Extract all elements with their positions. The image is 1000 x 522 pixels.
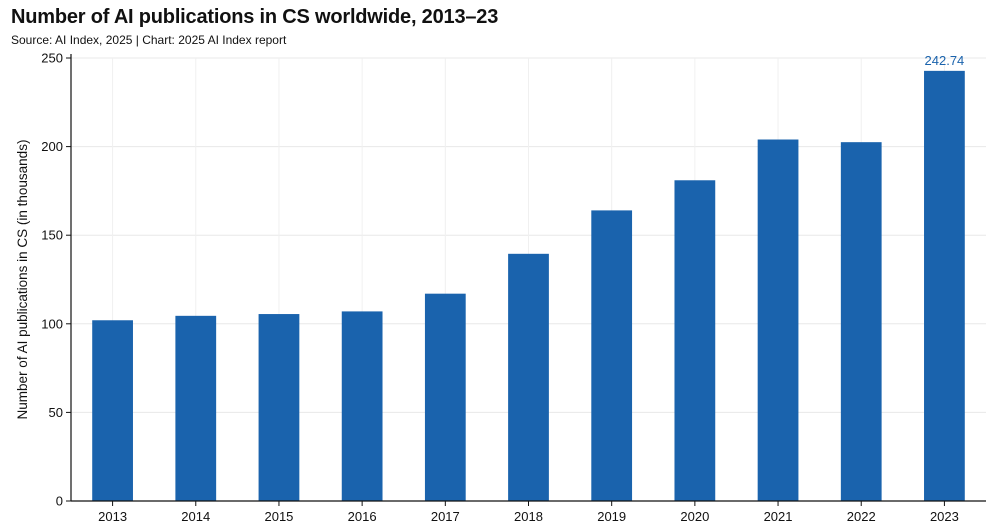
x-tick-label-2021: 2021 bbox=[764, 509, 793, 522]
x-tick-label-2017: 2017 bbox=[431, 509, 460, 522]
x-tick-label-2015: 2015 bbox=[264, 509, 293, 522]
y-tick-label: 0 bbox=[56, 494, 63, 509]
x-tick-label-2023: 2023 bbox=[930, 509, 959, 522]
bar-2020 bbox=[674, 180, 716, 501]
x-tick-label-2022: 2022 bbox=[847, 509, 876, 522]
y-tick-label: 200 bbox=[41, 139, 63, 154]
y-tick-label: 100 bbox=[41, 316, 63, 331]
x-tick-label-2014: 2014 bbox=[181, 509, 210, 522]
bar-2023 bbox=[924, 70, 965, 502]
bar-2016 bbox=[341, 311, 383, 501]
data-label-2023: 242.74 bbox=[925, 53, 965, 68]
x-tick-label-2020: 2020 bbox=[680, 509, 709, 522]
x-tick-label-2019: 2019 bbox=[597, 509, 626, 522]
bar-2022 bbox=[840, 142, 882, 502]
axes bbox=[66, 54, 986, 506]
chart-title: Number of AI publications in CS worldwid… bbox=[11, 6, 499, 28]
labels: 0 50 100 150 200 250 2013 2014 2015 2016 2017 2018 2… bbox=[15, 51, 964, 522]
bar-2014 bbox=[175, 315, 217, 501]
bar-2015 bbox=[258, 314, 300, 501]
y-axis-label: Number of AI publications in CS (in thou… bbox=[15, 140, 30, 420]
bar-2021 bbox=[757, 139, 799, 501]
bars bbox=[92, 70, 965, 502]
chart-subtitle: Source: AI Index, 2025 | Chart: 2025 AI … bbox=[11, 33, 287, 47]
x-tick-label-2013: 2013 bbox=[98, 509, 127, 522]
y-tick-label: 150 bbox=[41, 228, 63, 243]
y-tick-label: 250 bbox=[41, 51, 63, 66]
x-tick-label-2018: 2018 bbox=[514, 509, 543, 522]
x-tick-label-2016: 2016 bbox=[348, 509, 377, 522]
bar-2018 bbox=[508, 253, 549, 501]
y-tick-label: 50 bbox=[49, 405, 63, 420]
bar-2013 bbox=[92, 320, 133, 501]
bar-2019 bbox=[591, 210, 633, 501]
bar-2017 bbox=[424, 293, 466, 501]
